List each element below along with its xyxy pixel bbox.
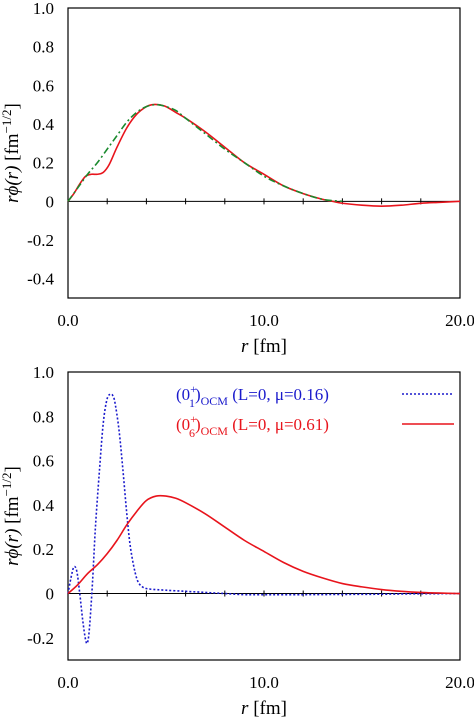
bottom-y-tick-label: 0.2 bbox=[33, 540, 54, 559]
top-x-tick-label: 0.0 bbox=[57, 311, 78, 330]
bottom-x-tick-label: 20.0 bbox=[445, 673, 474, 692]
bottom-series-group bbox=[67, 393, 461, 645]
top-y-tick-label: 1.0 bbox=[33, 0, 54, 18]
bottom-y-ticks: 1.0 0.8 0.6 0.4 0.2 0 -0.2 bbox=[27, 363, 54, 648]
top-plot-frame bbox=[67, 7, 461, 299]
top-y-tick-label: -0.2 bbox=[27, 231, 54, 250]
top-y-ticks: 1.0 0.8 0.6 0.4 0.2 0 -0.2 -0.4 bbox=[27, 0, 54, 289]
bottom-x-ticks: 0.0 10.0 20.0 bbox=[57, 590, 474, 692]
top-panel: 0.0 10.0 20.0 1.0 0.8 0.6 0.4 0.2 0 -0.2 -0.4 r [… bbox=[0, 0, 474, 357]
top-x-tick-label: 10.0 bbox=[249, 311, 279, 330]
top-x-tick-label: 20.0 bbox=[445, 311, 474, 330]
top-series-solid-line bbox=[67, 103, 461, 207]
top-y-tick-label: 0.6 bbox=[33, 76, 54, 95]
top-x-axis-label: r [fm] bbox=[241, 336, 287, 357]
top-series-group bbox=[67, 103, 461, 207]
bottom-series-solid-line bbox=[67, 494, 461, 595]
bottom-x-tick-label: 10.0 bbox=[249, 673, 279, 692]
top-y-tick-label: 0.8 bbox=[33, 38, 54, 57]
top-y-tick-label: 0.2 bbox=[33, 154, 54, 173]
legend-label-blue: (0+ 1)OCM (L=0, μ=0.16) bbox=[176, 382, 329, 410]
bottom-legend: (0+ 1)OCM (L=0, μ=0.16) (0+ 6)OCM (L=0, μ=… bbox=[176, 382, 454, 440]
bottom-plot-frame bbox=[67, 371, 461, 661]
bottom-y-tick-label: 0.8 bbox=[33, 407, 54, 426]
top-y-tick-label: 0.4 bbox=[33, 115, 55, 134]
bottom-y-tick-label: 0.4 bbox=[33, 496, 55, 515]
bottom-y-tick-label: 0 bbox=[46, 585, 55, 604]
bottom-y-tick-label: -0.2 bbox=[27, 629, 54, 648]
bottom-x-tick-label: 0.0 bbox=[57, 673, 78, 692]
top-series-dashdot-line bbox=[67, 103, 343, 203]
bottom-y-tick-label: 0.6 bbox=[33, 452, 54, 471]
legend-label-red: (0+ 6)OCM (L=0, μ=0.61) bbox=[176, 412, 329, 440]
top-y-tick-label: -0.4 bbox=[27, 270, 54, 289]
bottom-panel: 0.0 10.0 20.0 1.0 0.8 0.6 0.4 0.2 0 -0.2 (0+ 1)OC… bbox=[0, 363, 474, 719]
bottom-x-axis-label: r [fm] bbox=[241, 698, 287, 719]
bottom-y-tick-label: 1.0 bbox=[33, 363, 54, 382]
bottom-y-axis-label: rϕ(r) [fm−1/2] bbox=[0, 466, 23, 566]
top-y-tick-label: 0 bbox=[46, 192, 55, 211]
top-y-axis-label: rϕ(r) [fm−1/2] bbox=[0, 103, 23, 203]
top-x-ticks: 0.0 10.0 20.0 bbox=[57, 198, 474, 330]
bottom-series-dotted-line bbox=[67, 393, 461, 645]
